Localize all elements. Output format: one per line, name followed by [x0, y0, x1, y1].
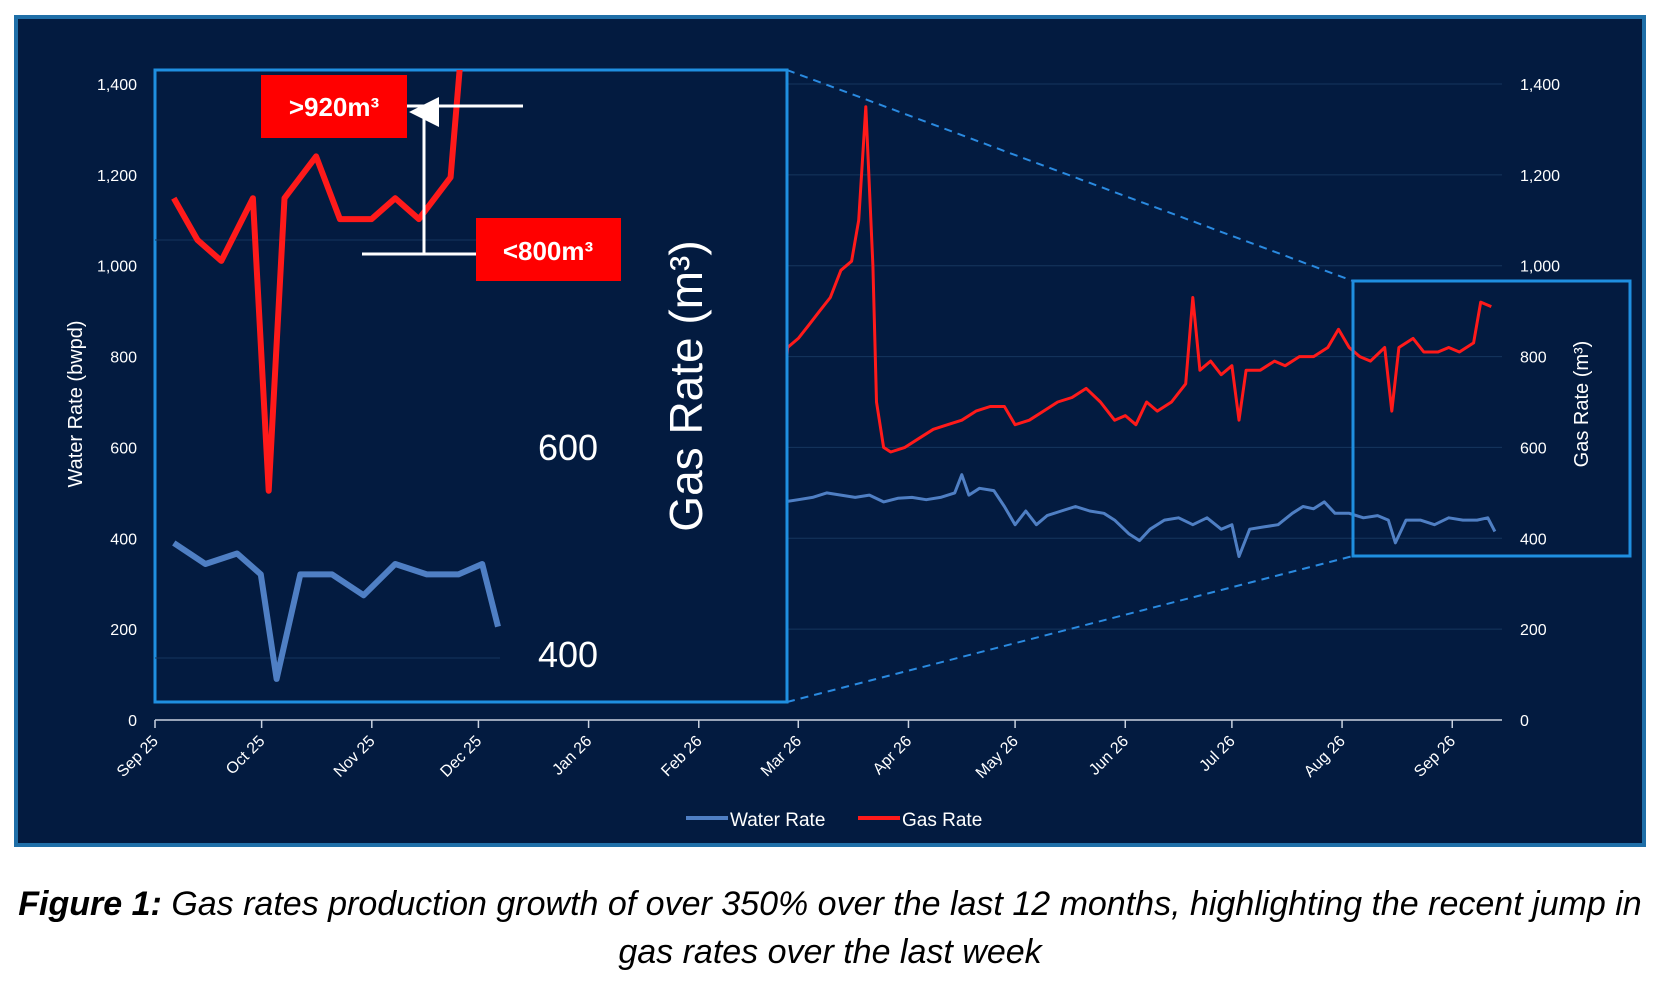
x-tick-label: Dec 25 [437, 733, 485, 781]
x-tick-label: Aug 26 [1301, 733, 1349, 781]
x-tick-label: Mar 26 [758, 733, 805, 780]
x-tick-label: Jan 26 [549, 733, 595, 779]
y-tick-label-left: 400 [110, 531, 137, 548]
y-tick-label-right: 1,200 [1520, 168, 1560, 185]
y-tick-label-left: 0 [128, 713, 137, 730]
callout-low-box [476, 218, 621, 281]
y-tick-label-left: 1,200 [97, 168, 137, 185]
figure-caption: Figure 1: Gas rates production growth of… [0, 880, 1660, 976]
zoom-inset: 600 400 Gas Rate (m³) >920m³ <800m³ [153, 68, 789, 704]
callout-high-box [261, 75, 407, 138]
caption-label: Figure 1: [18, 885, 162, 923]
inset-gas-line [171, 70, 463, 494]
y-tick-label-right: 0 [1520, 713, 1529, 730]
inset-axis-title: Gas Rate (m³) [660, 240, 712, 531]
y-tick-label-left: 200 [110, 622, 137, 639]
y-tick-label-left: 1,400 [97, 77, 137, 94]
y-tick-label-right: 1,000 [1520, 259, 1560, 276]
callout-high-label: >920m³ [289, 92, 380, 122]
y-tick-label-right: 200 [1520, 622, 1547, 639]
inset-water-line [172, 540, 501, 682]
left-y-ticks: 0 200 400 600 800 1,000 1,200 1,400 [97, 77, 137, 730]
gas-rate-line [782, 105, 1492, 454]
x-tick-label: Feb 26 [658, 733, 705, 780]
y-tick-label-left: 1,000 [97, 259, 137, 276]
y-tick-label-left: 600 [110, 440, 137, 457]
y-tick-label-left: 800 [110, 350, 137, 367]
x-tick-label: Apr 26 [870, 733, 915, 778]
inset-axis-label-400: 400 [538, 634, 598, 675]
legend-gas-label: Gas Rate [902, 810, 982, 831]
x-tick-label: Sep 25 [114, 733, 162, 781]
left-axis-title: Water Rate (bwpd) [65, 320, 87, 487]
x-tick-label: Jul 26 [1197, 733, 1239, 775]
water-rate-line [783, 473, 1497, 558]
callout-low-label: <800m³ [503, 236, 594, 266]
inset-axis-label-600: 600 [538, 427, 598, 468]
y-tick-label-right: 1,400 [1520, 77, 1560, 94]
legend: Water Rate Gas Rate [686, 810, 982, 831]
caption-text: Gas rates production growth of over 350%… [171, 885, 1642, 971]
y-tick-label-right: 400 [1520, 531, 1547, 548]
x-ticks: Sep 25 Oct 25 Nov 25 Dec 25 Jan 26 Feb 26 Mar … [114, 719, 1502, 782]
x-tick-label: Nov 25 [331, 733, 379, 781]
y-tick-label-right: 800 [1520, 350, 1547, 367]
right-axis-title: Gas Rate (m³) [1571, 341, 1593, 468]
y-tick-label-right: 600 [1520, 440, 1547, 457]
x-tick-label: Sep 26 [1411, 733, 1459, 781]
x-tick-label: Oct 25 [223, 733, 268, 778]
legend-water-label: Water Rate [730, 810, 825, 831]
x-tick-label: May 26 [973, 733, 1022, 782]
zoom-connector-top [786, 69, 1354, 282]
zoom-highlight-box [1351, 279, 1632, 558]
right-y-ticks: 0 200 400 600 800 1,000 1,200 1,400 [1520, 77, 1560, 730]
x-tick-label: Jun 26 [1086, 733, 1132, 779]
main-series [782, 105, 1497, 558]
inset-series [171, 70, 501, 682]
